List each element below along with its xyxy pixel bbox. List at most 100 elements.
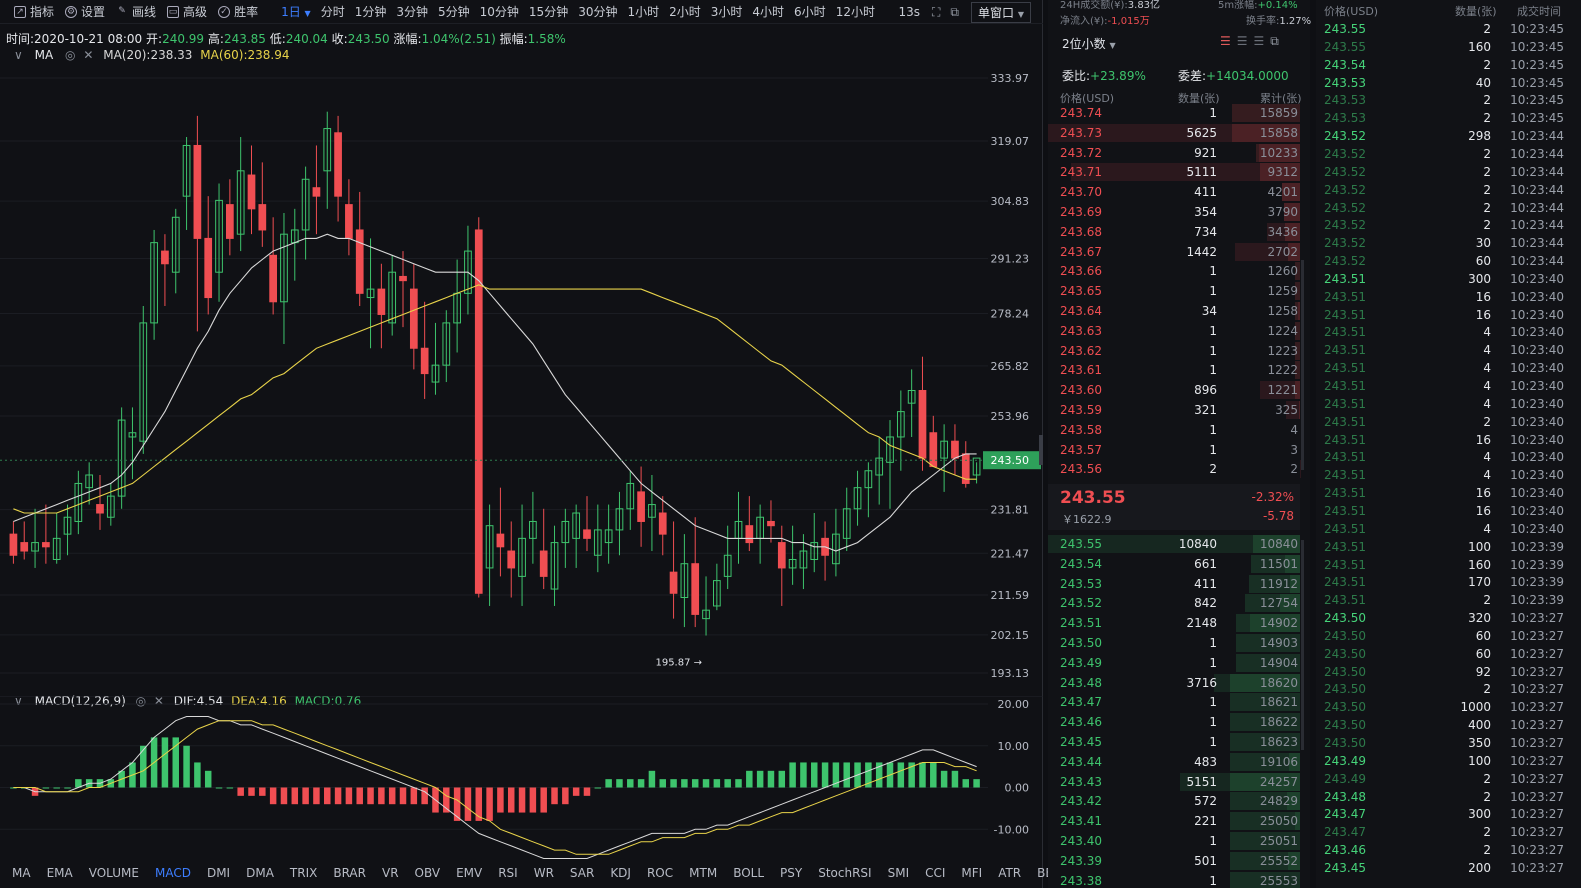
ask-row[interactable]: 243.58 1 4 (1048, 420, 1300, 440)
bid-row[interactable]: 243.44 483 19106 (1048, 752, 1300, 772)
indicator-tab-ema[interactable]: EMA (46, 866, 73, 880)
interval-dropdown[interactable]: 1日 ▼ (281, 3, 311, 20)
bid-row[interactable]: 243.46 1 18622 (1048, 712, 1300, 732)
indicator-button[interactable]: ↗ 指标 (14, 3, 54, 20)
ask-row[interactable]: 243.73 5625 15858 (1048, 123, 1300, 143)
indicator-tab-roc[interactable]: ROC (646, 866, 674, 880)
timeframe-4[interactable]: 10分钟 (479, 5, 519, 19)
asks-scrollbar[interactable] (1301, 260, 1304, 470)
indicator-tab-psy[interactable]: PSY (780, 866, 803, 880)
ask-row[interactable]: 243.64 34 1258 (1048, 301, 1300, 321)
bid-row[interactable]: 243.41 221 25050 (1048, 811, 1300, 831)
indicator-tab-rsi[interactable]: RSI (498, 866, 518, 880)
ask-row[interactable]: 243.70 411 4201 (1048, 182, 1300, 202)
expand-icon[interactable]: ⧉ (1270, 34, 1279, 48)
indicator-tab-macd[interactable]: MACD (154, 866, 191, 880)
ask-row[interactable]: 243.60 896 1221 (1048, 380, 1300, 400)
chart-scroll-handle[interactable] (1039, 435, 1043, 465)
trade-time: 10:23:27 (1510, 789, 1564, 804)
bids-scrollbar[interactable] (1301, 540, 1304, 750)
eye-icon[interactable]: ◎ (65, 48, 76, 62)
ask-row[interactable]: 243.68 734 3436 (1048, 222, 1300, 242)
asks-view-icon[interactable]: ☰ (1236, 34, 1248, 48)
bid-row[interactable]: 243.39 501 25552 (1048, 851, 1300, 871)
bid-row[interactable]: 243.43 5151 24257 (1048, 772, 1300, 792)
indicator-tab-sar[interactable]: SAR (569, 866, 595, 880)
eye-icon[interactable]: ◎ (135, 694, 147, 708)
bid-row[interactable]: 243.52 842 12754 (1048, 593, 1300, 613)
ask-row[interactable]: 243.56 2 2 (1048, 459, 1300, 479)
close-icon[interactable]: ✕ (83, 48, 94, 62)
ask-row[interactable]: 243.63 1 1224 (1048, 321, 1300, 341)
indicator-tab-mtm[interactable]: MTM (689, 866, 718, 880)
timeframe-0[interactable]: 分时 (320, 5, 345, 19)
bid-row[interactable]: 243.51 2148 14902 (1048, 613, 1300, 633)
timeframe-1[interactable]: 1分钟 (354, 5, 387, 19)
indicator-tab-atr[interactable]: ATR (998, 866, 1022, 880)
indicator-tab-stochrsi[interactable]: StochRSI (818, 866, 872, 880)
indicator-tab-smi[interactable]: SMI (887, 866, 910, 880)
timeframe-3[interactable]: 5分钟 (438, 5, 470, 19)
bid-row[interactable]: 243.47 1 18621 (1048, 692, 1300, 712)
indicator-tab-mfi[interactable]: MFI (961, 866, 983, 880)
ask-row[interactable]: 243.66 1 1260 (1048, 261, 1300, 281)
ask-row[interactable]: 243.67 1442 2702 (1048, 242, 1300, 262)
bid-row[interactable]: 243.42 572 24829 (1048, 791, 1300, 811)
timeframe-5[interactable]: 15分钟 (528, 5, 569, 19)
ask-row[interactable]: 243.65 1 1259 (1048, 281, 1300, 301)
ask-row[interactable]: 243.74 1 15859 (1048, 103, 1300, 123)
precision-dropdown[interactable]: 2位小数 ▼ (1062, 35, 1116, 52)
timeframe-7[interactable]: 1小时 (627, 5, 660, 19)
ask-row[interactable]: 243.69 354 3790 (1048, 202, 1300, 222)
indicator-tab-vr[interactable]: VR (381, 866, 399, 880)
indicator-tab-boll[interactable]: BOLL (733, 866, 765, 880)
bid-row[interactable]: 243.40 1 25051 (1048, 831, 1300, 851)
indicator-tab-brar[interactable]: BRAR (333, 866, 366, 880)
indicator-tab-volume[interactable]: VOLUME (88, 866, 139, 880)
collapse-chevron-icon[interactable]: ∨ (14, 694, 23, 708)
indicator-tab-ma[interactable]: MA (12, 866, 31, 880)
advanced-button[interactable]: ▭ 高级 (167, 3, 207, 20)
bid-row[interactable]: 243.54 661 11501 (1048, 554, 1300, 574)
indicator-tab-dmi[interactable]: DMI (206, 866, 231, 880)
bid-row[interactable]: 243.55 10840 10840 (1048, 534, 1300, 554)
indicator-tab-emv[interactable]: EMV (456, 866, 483, 880)
ask-row[interactable]: 243.71 5111 9312 (1048, 162, 1300, 182)
win-rate-button[interactable]: ✓ 胜率 (218, 3, 258, 20)
timeframe-2[interactable]: 3分钟 (396, 5, 428, 19)
indicator-tab-trix[interactable]: TRIX (289, 866, 318, 880)
indicator-tab-dma[interactable]: DMA (246, 866, 274, 880)
bids-view-icon[interactable]: ☰ (1253, 34, 1265, 48)
timeframe-9[interactable]: 3小时 (710, 5, 743, 19)
ask-row[interactable]: 243.57 1 3 (1048, 440, 1300, 460)
fullscreen-icon[interactable]: ⛶ (932, 4, 941, 19)
both-sides-view-icon[interactable]: ☰ (1220, 34, 1231, 48)
timeframe-10[interactable]: 4小时 (752, 5, 785, 19)
bid-row[interactable]: 243.53 411 11912 (1048, 574, 1300, 594)
bid-row[interactable]: 243.48 3716 18620 (1048, 673, 1300, 693)
ask-row[interactable]: 243.61 1 1222 (1048, 360, 1300, 380)
timeframe-6[interactable]: 30分钟 (578, 5, 618, 19)
indicator-tab-obv[interactable]: OBV (414, 866, 441, 880)
indicator-tab-cci[interactable]: CCI (925, 866, 946, 880)
bid-row[interactable]: 243.50 1 14903 (1048, 633, 1300, 653)
ask-row[interactable]: 243.72 921 10233 (1048, 143, 1300, 163)
timeframe-8[interactable]: 2小时 (669, 5, 701, 19)
ask-row[interactable]: 243.62 1 1223 (1048, 341, 1300, 361)
timeframe-11[interactable]: 6小时 (794, 5, 826, 19)
popout-icon[interactable]: ⧉ (950, 4, 959, 19)
bid-row[interactable]: 243.45 1 18623 (1048, 732, 1300, 752)
bid-row[interactable]: 243.38 1 25553 (1048, 871, 1300, 888)
close-icon[interactable]: ✕ (153, 694, 164, 708)
ask-row[interactable]: 243.59 321 325 (1048, 400, 1300, 420)
candlestick-chart[interactable]: 333.97 319.07 304.83 291.23 278.24 265.82 253.… (0, 60, 1043, 690)
settings-button[interactable]: ⚙ 设置 (65, 3, 105, 20)
collapse-chevron-icon[interactable]: ∨ (14, 48, 23, 62)
draw-line-button[interactable]: ✎ 画线 (116, 3, 156, 20)
indicator-tab-wr[interactable]: WR (533, 866, 554, 880)
window-mode-dropdown[interactable]: 单窗口 ▼ (971, 1, 1031, 23)
indicator-tab-kdj[interactable]: KDJ (610, 866, 631, 880)
bid-row[interactable]: 243.49 1 14904 (1048, 653, 1300, 673)
timeframe-12[interactable]: 12小时 (835, 5, 875, 19)
